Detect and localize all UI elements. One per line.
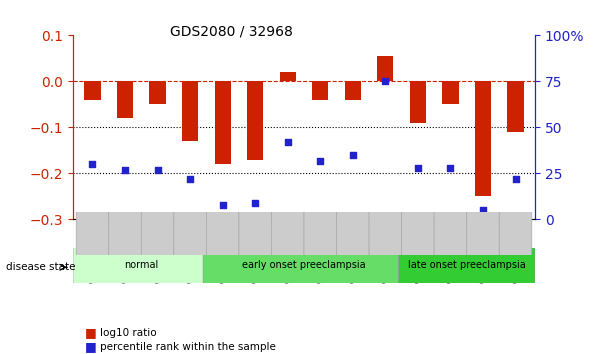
FancyBboxPatch shape	[402, 211, 434, 256]
Point	[381, 79, 390, 84]
Point	[120, 167, 130, 173]
Bar	[182, 81, 198, 141]
FancyBboxPatch shape	[369, 211, 402, 256]
Bar	[345, 81, 361, 100]
FancyBboxPatch shape	[304, 211, 337, 256]
FancyBboxPatch shape	[109, 211, 141, 256]
Text: early onset preeclampsia: early onset preeclampsia	[242, 261, 366, 270]
Bar	[377, 56, 393, 81]
Point	[218, 202, 227, 207]
FancyBboxPatch shape	[271, 211, 304, 256]
Bar	[280, 72, 296, 81]
Text: ■: ■	[85, 341, 97, 353]
FancyBboxPatch shape	[203, 246, 405, 285]
FancyBboxPatch shape	[76, 211, 109, 256]
Point	[316, 158, 325, 164]
Text: late onset preeclampsia: late onset preeclampsia	[408, 261, 525, 270]
Text: normal: normal	[124, 261, 159, 270]
FancyBboxPatch shape	[206, 211, 239, 256]
Bar	[247, 81, 263, 160]
Bar	[475, 81, 491, 196]
Bar	[85, 81, 100, 100]
Point	[185, 176, 195, 182]
Bar	[312, 81, 328, 100]
Point	[511, 176, 520, 182]
Text: ■: ■	[85, 326, 97, 339]
Bar	[117, 81, 133, 118]
Bar	[442, 81, 458, 104]
Bar	[215, 81, 231, 164]
FancyBboxPatch shape	[141, 211, 174, 256]
FancyBboxPatch shape	[467, 211, 499, 256]
Bar	[150, 81, 166, 104]
Text: disease state: disease state	[6, 262, 75, 272]
Text: percentile rank within the sample: percentile rank within the sample	[100, 342, 276, 352]
FancyBboxPatch shape	[239, 211, 271, 256]
Point	[348, 152, 358, 158]
Point	[478, 207, 488, 213]
FancyBboxPatch shape	[398, 246, 535, 285]
Point	[250, 200, 260, 206]
FancyBboxPatch shape	[337, 211, 369, 256]
Text: GDS2080 / 32968: GDS2080 / 32968	[170, 25, 292, 39]
FancyBboxPatch shape	[434, 211, 467, 256]
Bar	[410, 81, 426, 123]
FancyBboxPatch shape	[73, 246, 210, 285]
Text: log10 ratio: log10 ratio	[100, 328, 157, 338]
Point	[88, 161, 97, 167]
Point	[413, 165, 423, 171]
Bar	[508, 81, 523, 132]
Point	[446, 165, 455, 171]
FancyBboxPatch shape	[174, 211, 206, 256]
Point	[283, 139, 292, 145]
Point	[153, 167, 162, 173]
FancyBboxPatch shape	[499, 211, 532, 256]
